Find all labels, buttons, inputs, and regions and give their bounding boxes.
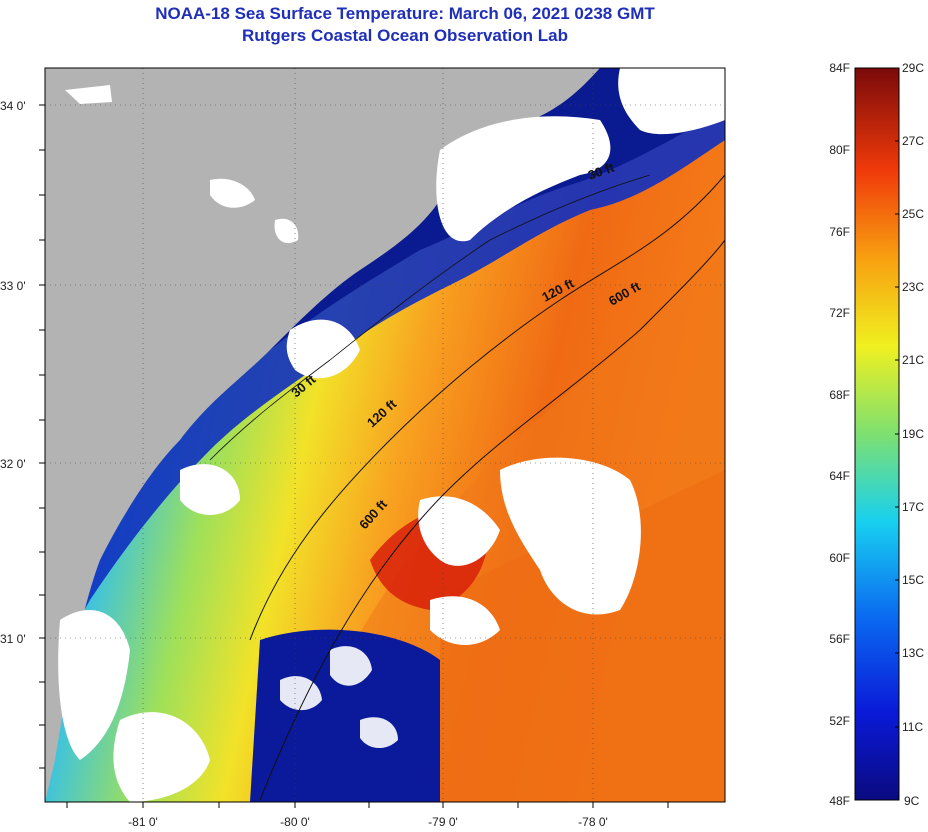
- lon-label: -79 0': [428, 815, 458, 829]
- map-frame: [44, 67, 726, 803]
- cloud: [418, 496, 500, 566]
- lat-label: 32 0': [0, 457, 26, 471]
- cb-c-label: 13C: [902, 646, 924, 660]
- cb-c-label: 19C: [902, 427, 924, 441]
- lon-label: -80 0': [280, 815, 310, 829]
- cloud: [360, 717, 398, 749]
- colorbar-f-labels: 84F 80F 76F 72F 68F 64F 60F 56F 52F 48F: [829, 61, 850, 808]
- map-subtitle: Rutgers Coastal Ocean Observation Lab: [242, 26, 568, 45]
- cloud: [286, 319, 360, 379]
- cb-c-label: 17C: [902, 500, 924, 514]
- cb-c-label: 21C: [902, 353, 924, 367]
- cb-f-label: 64F: [829, 469, 850, 483]
- colorbar-c-labels: 29C 27C 25C 23C 21C 19C 17C 15C 13C 11C …: [902, 61, 924, 808]
- cb-c-label: 25C: [902, 207, 924, 221]
- land: [45, 68, 600, 802]
- cloud: [430, 596, 500, 645]
- cb-c-label: 9C: [904, 794, 920, 808]
- map-panel: 30 ft 120 ft 600 ft 30 ft 120 ft 600 ft: [45, 68, 725, 802]
- cb-c-label: 27C: [902, 134, 924, 148]
- cb-f-label: 72F: [829, 306, 850, 320]
- cloud: [436, 116, 611, 242]
- warm-water-south: [440, 470, 725, 802]
- cloud: [500, 457, 641, 615]
- colorbar: [854, 67, 900, 801]
- map-title: NOAA-18 Sea Surface Temperature: March 0…: [155, 4, 655, 23]
- cold-south: [250, 629, 440, 802]
- lat-label: 33 0': [0, 279, 26, 293]
- cloud: [113, 712, 210, 802]
- cb-f-label: 60F: [829, 551, 850, 565]
- colorbar-ticks: [895, 140, 899, 728]
- cb-f-label: 80F: [829, 143, 850, 157]
- cb-c-label: 23C: [902, 280, 924, 294]
- cb-f-label: 84F: [829, 61, 850, 75]
- lon-label: -78 0': [578, 815, 608, 829]
- cb-f-label: 68F: [829, 388, 850, 402]
- lat-label: 34 0': [0, 99, 26, 113]
- contour-600ft: [259, 239, 725, 801]
- cb-c-label: 15C: [902, 573, 924, 587]
- contour-30ft: [209, 174, 651, 461]
- cloud: [618, 68, 725, 135]
- axis-ticks: [39, 104, 669, 808]
- contour-120ft: [249, 174, 725, 641]
- graticule: [45, 68, 725, 802]
- lon-label: -81 0': [128, 815, 158, 829]
- cloud: [65, 85, 112, 104]
- cb-f-label: 56F: [829, 632, 850, 646]
- cb-f-label: 48F: [829, 794, 850, 808]
- cloud: [58, 610, 130, 760]
- cloud: [180, 464, 240, 515]
- cb-f-label: 76F: [829, 225, 850, 239]
- cb-c-label: 29C: [902, 61, 924, 75]
- cb-f-label: 52F: [829, 714, 850, 728]
- cloud: [330, 646, 372, 686]
- cloud: [274, 218, 299, 244]
- cloud: [210, 178, 255, 208]
- cb-c-label: 11C: [902, 720, 923, 734]
- lat-label: 31 0': [0, 632, 26, 646]
